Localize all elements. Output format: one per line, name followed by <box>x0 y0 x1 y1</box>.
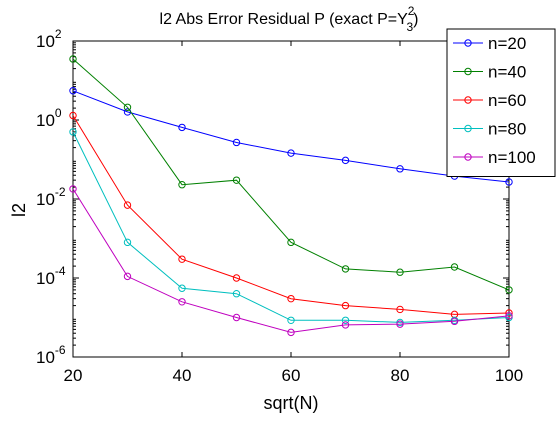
x-tick-label: 40 <box>173 366 192 385</box>
x-axis-label: sqrt(N) <box>264 393 319 413</box>
data-point <box>450 263 459 271</box>
data-point <box>341 316 350 324</box>
y-tick-label: 100 <box>36 106 62 130</box>
y-tick-label: 10-6 <box>36 343 66 367</box>
legend-marker <box>464 67 472 76</box>
data-point <box>178 255 186 263</box>
data-point <box>505 312 513 320</box>
data-point <box>69 128 77 136</box>
data-point <box>287 149 295 157</box>
data-point <box>505 286 513 294</box>
x-tick-label: 100 <box>495 366 523 385</box>
legend-label: n=20 <box>488 34 526 53</box>
series-line <box>72 188 510 333</box>
legend-marker <box>464 39 472 47</box>
data-point <box>396 165 404 173</box>
data-point <box>232 274 241 282</box>
data-point <box>123 201 132 209</box>
legend-label: n=60 <box>488 91 526 110</box>
data-point <box>123 272 132 281</box>
legend-marker <box>464 96 472 104</box>
data-point <box>287 238 295 247</box>
series-line <box>72 131 510 323</box>
data-point <box>123 103 132 111</box>
data-point <box>341 156 350 165</box>
data-point <box>287 328 295 337</box>
data-point <box>232 138 241 147</box>
data-point <box>450 317 459 326</box>
data-point <box>232 176 241 184</box>
data-point <box>232 290 241 298</box>
legend-box <box>446 28 556 177</box>
legend-marker <box>464 153 472 161</box>
data-point <box>232 313 241 322</box>
data-point <box>341 321 350 329</box>
data-point <box>396 305 404 314</box>
y-tick-label: 10-4 <box>36 264 66 288</box>
data-point <box>123 238 132 247</box>
data-point <box>69 87 77 95</box>
data-point <box>341 301 350 310</box>
data-point <box>178 298 186 306</box>
data-point <box>287 316 295 324</box>
legend-marker <box>464 124 472 133</box>
data-point <box>178 284 186 292</box>
chart-title: l2 Abs Error Residual P (exact P=Y2 3) <box>160 4 419 34</box>
data-point <box>178 123 186 132</box>
x-tick-label: 60 <box>282 366 301 385</box>
series-line <box>72 115 510 315</box>
data-point <box>69 55 77 63</box>
data-point <box>341 265 350 273</box>
data-point <box>396 268 404 276</box>
legend-label: n=40 <box>488 63 526 82</box>
data-point <box>287 294 295 303</box>
data-point <box>505 178 513 186</box>
y-tick-label: 10-2 <box>36 185 66 209</box>
x-tick-label: 80 <box>391 366 410 385</box>
data-point <box>69 185 77 193</box>
y-axis-label: l2 <box>9 203 29 217</box>
x-tick-label: 20 <box>64 366 83 385</box>
plot-area <box>72 40 510 358</box>
data-point <box>178 181 186 189</box>
legend-label: n=80 <box>488 120 526 139</box>
series-line <box>72 90 510 183</box>
legend-label: n=100 <box>488 148 536 167</box>
series-line <box>72 58 510 291</box>
data-point <box>396 320 404 328</box>
y-tick-label: 102 <box>36 27 62 51</box>
data-point <box>69 111 77 120</box>
